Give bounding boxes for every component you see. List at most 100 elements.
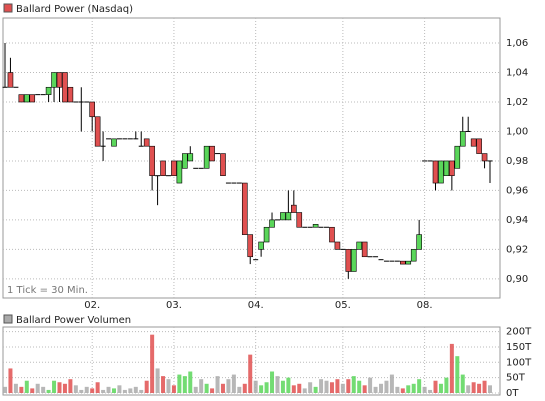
volume-bar — [259, 385, 264, 393]
volume-bar — [253, 380, 258, 393]
volume-bar — [264, 382, 269, 393]
volume-bar — [79, 389, 84, 393]
volume-bar — [406, 385, 411, 393]
volume-bar — [335, 379, 340, 393]
candle-body — [51, 72, 57, 88]
chart-title: Ballard Power (Nasdaq) — [16, 4, 133, 15]
candle-body — [454, 145, 461, 169]
volume-bar — [286, 377, 291, 393]
y-tick-label: 1,02 — [506, 97, 528, 108]
candle-body — [400, 260, 406, 265]
y-tick-label: 0,94 — [506, 215, 528, 226]
volume-bar — [488, 385, 492, 393]
volume-bar — [389, 374, 394, 393]
candle-body — [405, 260, 412, 265]
candle-body — [56, 72, 63, 88]
volume-bar — [41, 386, 46, 393]
volume-bar — [177, 374, 182, 393]
candle-body — [203, 145, 210, 169]
volume-bar — [411, 383, 416, 393]
candle-body — [182, 153, 188, 169]
volume-bar — [73, 385, 78, 393]
candle-body — [361, 241, 368, 258]
y-tick-label: 100T — [506, 357, 532, 368]
volume-bar — [226, 379, 231, 393]
volume-bar — [30, 388, 35, 393]
y-tick-label: 0,92 — [506, 244, 528, 255]
volume-bar — [297, 383, 302, 393]
volume-bar — [193, 386, 198, 393]
volume-bar — [128, 388, 133, 393]
candle-body — [345, 249, 352, 272]
y-tick-label: 200T — [506, 327, 532, 338]
candle-body — [258, 241, 264, 250]
volume-bar — [313, 386, 318, 393]
candle-body — [241, 182, 248, 235]
candle-body — [176, 160, 183, 184]
volume-bar — [351, 376, 356, 393]
volume-bar — [166, 379, 171, 393]
candle-body — [410, 249, 417, 262]
candle-body — [312, 224, 319, 228]
volume-bar — [384, 380, 389, 393]
volume-bar — [340, 383, 345, 393]
volume-bar — [68, 379, 73, 393]
volume-bar — [324, 380, 329, 393]
candle-body — [209, 145, 215, 162]
volume-bar — [422, 386, 427, 393]
candle-body — [111, 138, 117, 147]
candle-body — [443, 160, 450, 176]
candle-body — [67, 86, 74, 103]
volume-bar — [482, 380, 487, 393]
x-tick-label: 02. — [84, 300, 100, 311]
volume-bar — [291, 385, 296, 393]
volume-bar — [133, 386, 138, 393]
volume-bar — [52, 380, 57, 393]
volume-bar — [395, 386, 400, 393]
candle-body — [45, 86, 52, 95]
volume-bar — [302, 388, 307, 393]
candle-body — [187, 153, 194, 162]
candle-body — [291, 204, 297, 213]
candle-body — [350, 249, 357, 272]
volume-bar — [188, 371, 193, 393]
volume-bar — [248, 354, 253, 393]
volume-bar — [8, 368, 13, 393]
volume-bar — [35, 383, 40, 393]
volume-bar — [199, 379, 204, 393]
volume-bar — [220, 383, 225, 393]
volume-bar — [3, 386, 7, 393]
chart-title: Ballard Power Volumen — [16, 315, 131, 326]
volume-bar — [460, 374, 465, 393]
y-tick-label: 1,04 — [506, 68, 528, 79]
candle-body — [29, 94, 36, 103]
candle-body — [476, 138, 482, 154]
volume-bar — [19, 386, 24, 393]
y-tick-label: 50T — [506, 373, 526, 384]
volume-bar — [444, 377, 449, 393]
volume-bar — [449, 343, 454, 393]
volume-bar — [46, 389, 51, 393]
volume-bar — [242, 383, 247, 393]
volume-bar — [150, 334, 155, 393]
candle-body — [263, 226, 270, 243]
volume-bar — [346, 379, 351, 393]
volume-bar — [417, 379, 422, 393]
volume-bar — [471, 382, 476, 393]
volume-bar — [90, 388, 95, 393]
x-tick-label: 03. — [166, 300, 182, 311]
volume-bar — [171, 385, 176, 393]
volume-bar — [57, 382, 62, 393]
candle-body — [143, 138, 150, 147]
candle-body — [62, 72, 68, 103]
volume-bar — [95, 382, 100, 393]
volume-bar — [24, 380, 29, 393]
legend-swatch — [3, 314, 13, 324]
volume-bar — [122, 389, 127, 393]
candle-body — [220, 153, 226, 176]
y-tick-label: 0,90 — [506, 274, 528, 285]
candle-body — [449, 160, 455, 176]
plot-frame — [2, 326, 501, 396]
candle-body — [171, 160, 177, 176]
